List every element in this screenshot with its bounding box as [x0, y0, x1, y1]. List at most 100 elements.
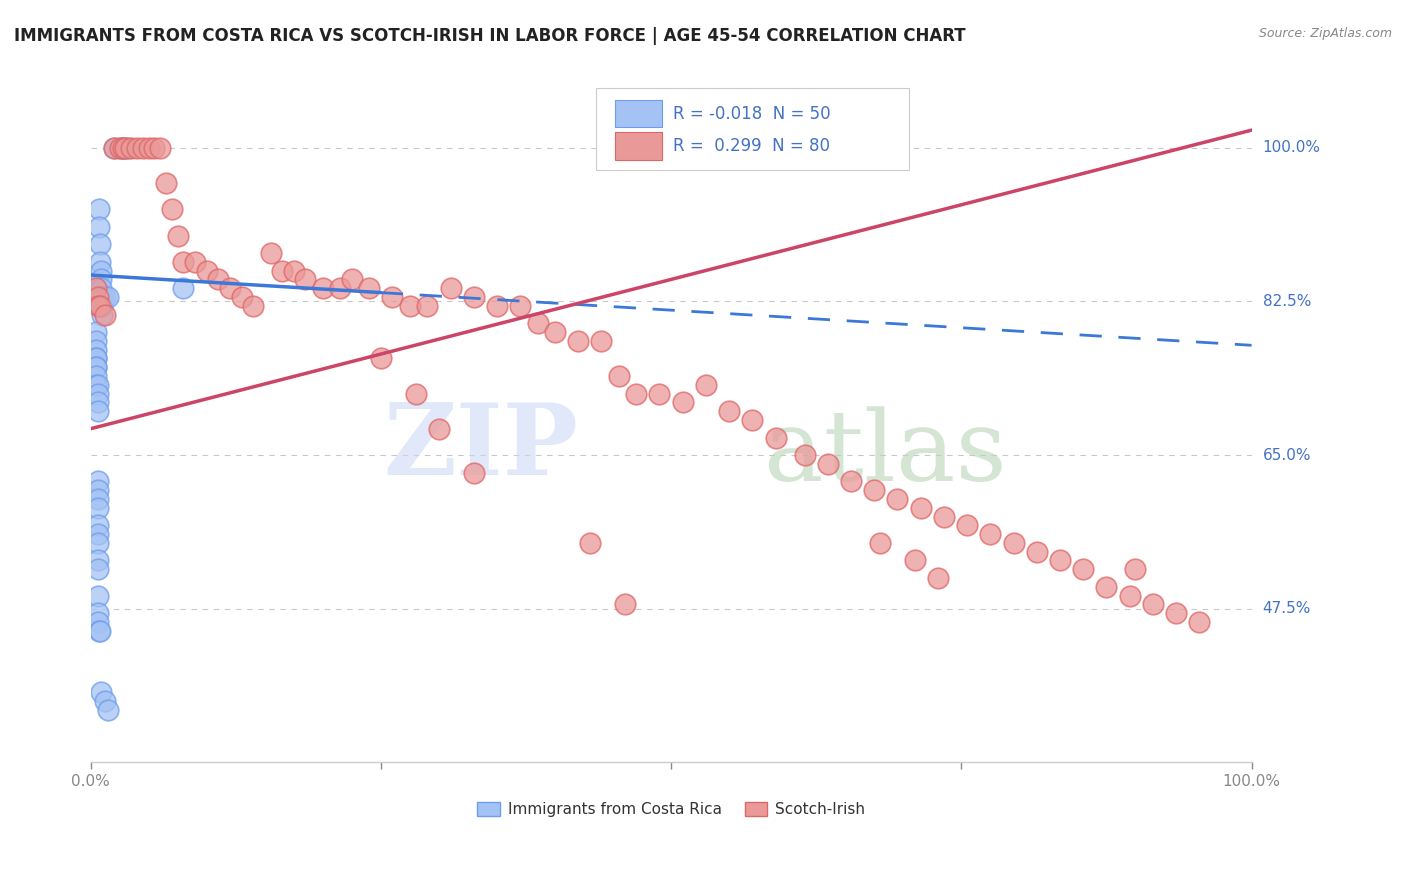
Point	[626, 386, 648, 401]
Point	[132, 141, 155, 155]
Point	[979, 527, 1001, 541]
Point	[399, 299, 422, 313]
Point	[956, 518, 979, 533]
Point	[839, 475, 862, 489]
Point	[1049, 553, 1071, 567]
Point	[91, 290, 114, 304]
Text: 82.5%: 82.5%	[1263, 293, 1310, 309]
Point	[86, 386, 108, 401]
Point	[112, 141, 135, 155]
Point	[242, 299, 264, 313]
Point	[86, 615, 108, 629]
Point	[86, 299, 108, 313]
Point	[340, 272, 363, 286]
Point	[932, 509, 955, 524]
Point	[87, 202, 110, 216]
Point	[405, 386, 427, 401]
Point	[160, 202, 183, 216]
Point	[90, 281, 112, 295]
Point	[86, 369, 108, 384]
Point	[86, 351, 108, 366]
Point	[329, 281, 352, 295]
Point	[86, 377, 108, 392]
Point	[90, 299, 112, 313]
Point	[97, 703, 120, 717]
Point	[90, 685, 112, 699]
Point	[544, 325, 567, 339]
Point	[359, 281, 381, 295]
Point	[86, 562, 108, 576]
Point	[869, 536, 891, 550]
Point	[283, 263, 305, 277]
Point	[155, 176, 177, 190]
Point	[416, 299, 439, 313]
Point	[1095, 580, 1118, 594]
Point	[1142, 598, 1164, 612]
Point	[89, 237, 111, 252]
Point	[613, 598, 636, 612]
Point	[509, 299, 531, 313]
Text: 65.0%: 65.0%	[1263, 448, 1312, 463]
Point	[117, 141, 139, 155]
Point	[648, 386, 671, 401]
Point	[607, 369, 630, 384]
Point	[579, 536, 602, 550]
Point	[86, 377, 108, 392]
Point	[793, 448, 815, 462]
Point	[86, 536, 108, 550]
Point	[108, 141, 131, 155]
FancyBboxPatch shape	[596, 87, 910, 169]
Point	[103, 141, 125, 155]
Point	[166, 228, 188, 243]
Point	[591, 334, 613, 348]
Point	[231, 290, 253, 304]
Point	[886, 491, 908, 506]
Point	[718, 404, 741, 418]
Text: atlas: atlas	[763, 406, 1007, 502]
Point	[86, 360, 108, 375]
Point	[86, 343, 108, 357]
Point	[108, 141, 131, 155]
Legend: Immigrants from Costa Rica, Scotch-Irish: Immigrants from Costa Rica, Scotch-Irish	[471, 796, 872, 823]
Point	[259, 246, 281, 260]
Point	[143, 141, 166, 155]
Point	[741, 413, 763, 427]
Point	[86, 491, 108, 506]
Point	[904, 553, 927, 567]
Point	[86, 589, 108, 603]
Point	[1166, 606, 1188, 620]
Point	[271, 263, 294, 277]
Point	[695, 377, 717, 392]
Point	[370, 351, 392, 366]
Point	[114, 141, 136, 155]
Point	[312, 281, 335, 295]
Point	[86, 527, 108, 541]
Text: 47.5%: 47.5%	[1263, 601, 1310, 616]
Point	[90, 290, 112, 304]
Point	[526, 316, 548, 330]
Point	[90, 263, 112, 277]
Point	[86, 475, 108, 489]
Point	[817, 457, 839, 471]
Point	[86, 518, 108, 533]
Point	[89, 624, 111, 638]
Point	[125, 141, 148, 155]
Point	[463, 466, 485, 480]
Point	[173, 255, 195, 269]
Text: Source: ZipAtlas.com: Source: ZipAtlas.com	[1258, 27, 1392, 40]
Point	[86, 281, 108, 295]
Point	[207, 272, 229, 286]
Point	[863, 483, 886, 498]
Point	[120, 141, 142, 155]
Point	[93, 308, 115, 322]
Point	[86, 325, 108, 339]
Point	[86, 404, 108, 418]
Point	[114, 141, 136, 155]
Text: R =  0.299  N = 80: R = 0.299 N = 80	[673, 137, 831, 155]
Bar	[616, 132, 662, 160]
Point	[86, 395, 108, 409]
Point	[1188, 615, 1211, 629]
Point	[567, 334, 589, 348]
Point	[93, 694, 115, 708]
Point	[439, 281, 461, 295]
